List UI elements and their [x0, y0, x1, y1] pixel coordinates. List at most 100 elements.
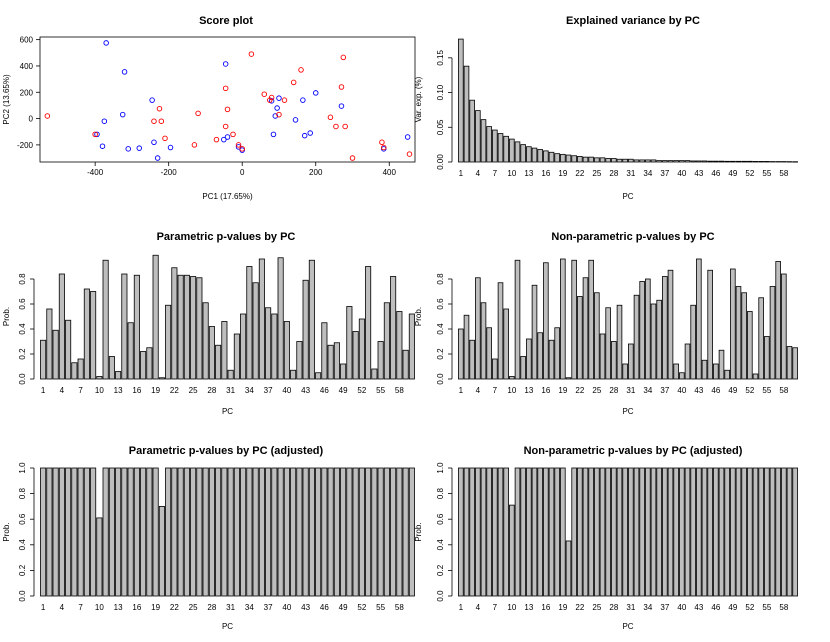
data-point [292, 117, 299, 123]
x-tick-label: 13 [524, 386, 533, 395]
x-tick-label: 46 [711, 386, 720, 395]
bar [340, 467, 347, 597]
x-tick-label: 52 [745, 169, 754, 178]
bar [509, 138, 515, 163]
bar [531, 147, 538, 163]
bar [402, 467, 409, 597]
bar [582, 156, 589, 163]
bar [520, 144, 526, 163]
bar [96, 517, 103, 597]
bar [582, 467, 589, 597]
bar [724, 369, 730, 380]
bar [650, 467, 657, 597]
bar [408, 467, 415, 597]
x-tick-label: 400 [383, 168, 397, 177]
bar [296, 341, 303, 380]
bar [327, 344, 334, 380]
bar [340, 363, 347, 380]
plot-frame [39, 36, 416, 163]
x-tick-label: 37 [660, 386, 669, 395]
bar [208, 467, 215, 597]
y-tick-label: 0.6 [18, 513, 27, 525]
bar [656, 299, 662, 380]
bar [537, 149, 543, 163]
x-tick-label: 34 [643, 386, 652, 395]
bar [730, 467, 736, 597]
bar [469, 467, 475, 597]
bar [718, 349, 725, 380]
x-tick-label: 52 [745, 603, 754, 612]
y-tick-label: 0.2 [436, 564, 445, 576]
bar [599, 157, 606, 163]
y-tick-label: 0.05 [436, 119, 445, 135]
bar [526, 338, 532, 380]
bar [333, 342, 340, 380]
y-tick-label: 0.8 [18, 487, 27, 499]
bar [171, 267, 178, 380]
bar [190, 276, 197, 380]
bar [758, 161, 764, 163]
data-point [151, 139, 157, 146]
bar [560, 153, 566, 163]
x-tick-label: 22 [575, 169, 584, 178]
data-point [99, 143, 106, 149]
bar [713, 160, 719, 163]
y-tick-label: 0.6 [436, 298, 445, 310]
x-tick-label: 40 [282, 386, 291, 395]
bar [645, 467, 651, 597]
data-point [235, 142, 242, 148]
bar [684, 467, 691, 597]
data-point [272, 113, 279, 119]
x-axis: 1 4 7 10 13 16 19 22 25 28 31 34 37 40 43 46 49 52 55 58 [41, 603, 404, 612]
data-point [136, 145, 143, 151]
y-tick-label: 0.00 [436, 154, 445, 170]
data-point [221, 136, 227, 143]
bar [358, 467, 365, 597]
data-point [213, 136, 220, 143]
bar [77, 358, 84, 380]
y-tick-label: 0.2 [18, 348, 27, 360]
bar [605, 467, 611, 597]
x-tick-label: 4 [476, 386, 481, 395]
data-point [340, 54, 347, 61]
x-tick-label: 1 [459, 603, 464, 612]
x-tick-label: 37 [264, 603, 273, 612]
bar [679, 160, 685, 163]
data-point [167, 144, 174, 151]
x-tick-label: 22 [575, 386, 584, 395]
x-tick-label: 46 [711, 169, 720, 178]
y-tick-label: 0.6 [18, 298, 27, 310]
data-point [342, 123, 348, 130]
bar [396, 467, 403, 597]
y-tick-label: 0.2 [436, 348, 445, 360]
x-axis: 1 4 7 10 13 16 19 22 25 28 31 34 37 40 43 46 49 52 55 58 [459, 169, 789, 178]
bar [741, 292, 747, 380]
bar [371, 368, 378, 380]
data-point [406, 151, 413, 157]
x-tick-label: 200 [309, 168, 323, 177]
chart-panel-6: Non-parametric p-values by PC (adjusted)… [414, 445, 798, 631]
chart-panel-2: Explained variance by PC PC Var. exp. (%) 0… [414, 15, 798, 201]
bar [283, 467, 290, 597]
bar [480, 119, 487, 163]
x-tick-label: 46 [320, 386, 329, 395]
bar [71, 467, 78, 597]
bar [463, 467, 470, 597]
y-axis-label: Prob. [2, 307, 11, 326]
bar [622, 467, 628, 597]
x-tick-label: 25 [189, 603, 198, 612]
bar [588, 156, 594, 163]
bar [718, 467, 725, 597]
x-axis: 1 4 7 10 13 16 19 22 25 28 31 34 37 40 43 46 49 52 55 58 [459, 386, 789, 395]
y-tick-label: 0.4 [18, 323, 27, 335]
data-point [333, 123, 339, 130]
data-point [92, 131, 98, 138]
bar [769, 467, 776, 597]
x-tick-label: 28 [207, 603, 216, 612]
bar [690, 304, 696, 380]
bar [605, 158, 611, 163]
data-point [151, 118, 157, 124]
x-tick-label: 49 [728, 169, 737, 178]
x-tick-label: 52 [357, 386, 366, 395]
x-tick-label: 7 [493, 603, 498, 612]
